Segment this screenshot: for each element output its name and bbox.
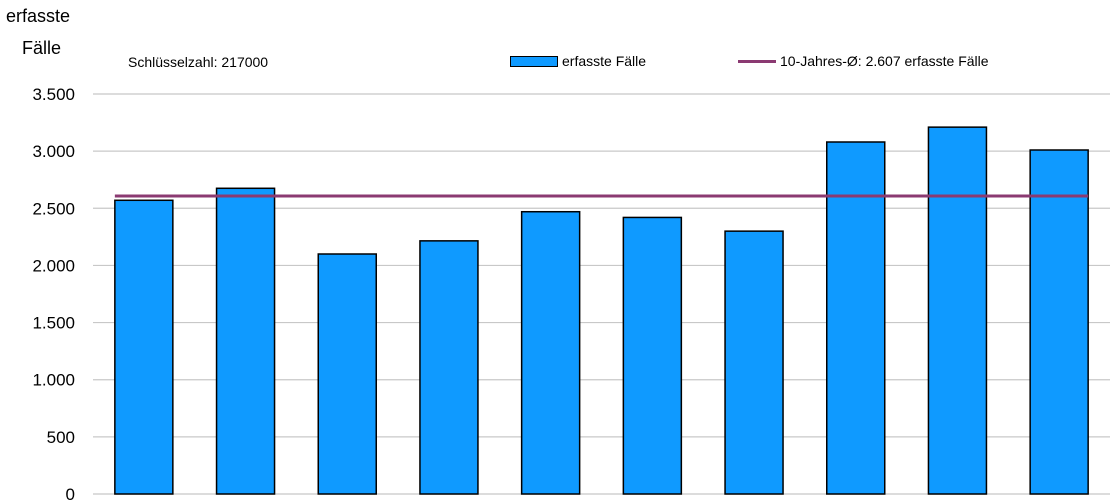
y-tick-label: 500: [47, 428, 75, 447]
y-tick-label: 1.000: [32, 371, 75, 390]
y-tick-label: 2.500: [32, 199, 75, 218]
bar: [114, 199, 174, 495]
legend-swatch-bars: [510, 55, 558, 67]
legend-swatch-average: [738, 59, 776, 63]
bar: [724, 230, 784, 495]
chart-annotation: Schlüsselzahl: 217000: [128, 54, 269, 70]
legend-item-bars: erfasste Fälle: [510, 53, 646, 69]
bar: [317, 253, 377, 495]
bar: [927, 126, 988, 495]
y-tick-label: 1.500: [32, 314, 75, 333]
bar: [826, 141, 886, 495]
legend-label-average: 10-Jahres-Ø: 2.607 erfasste Fälle: [780, 53, 989, 69]
y-tick-label: 3.500: [32, 85, 75, 104]
bar: [215, 187, 276, 495]
y-tick-label: 3.000: [32, 142, 75, 161]
y-tick-label: 0: [66, 485, 75, 500]
bar: [1029, 149, 1089, 495]
legend-item-average: 10-Jahres-Ø: 2.607 erfasste Fälle: [738, 53, 989, 69]
bar: [622, 216, 683, 495]
y-tick-label: 2.000: [32, 256, 75, 275]
legend-label-bars: erfasste Fälle: [562, 53, 647, 69]
y-axis-label-line1: erfasste: [6, 6, 71, 26]
bar: [419, 240, 479, 495]
bar: [520, 210, 581, 495]
y-axis-label-line2: Fälle: [22, 38, 62, 58]
